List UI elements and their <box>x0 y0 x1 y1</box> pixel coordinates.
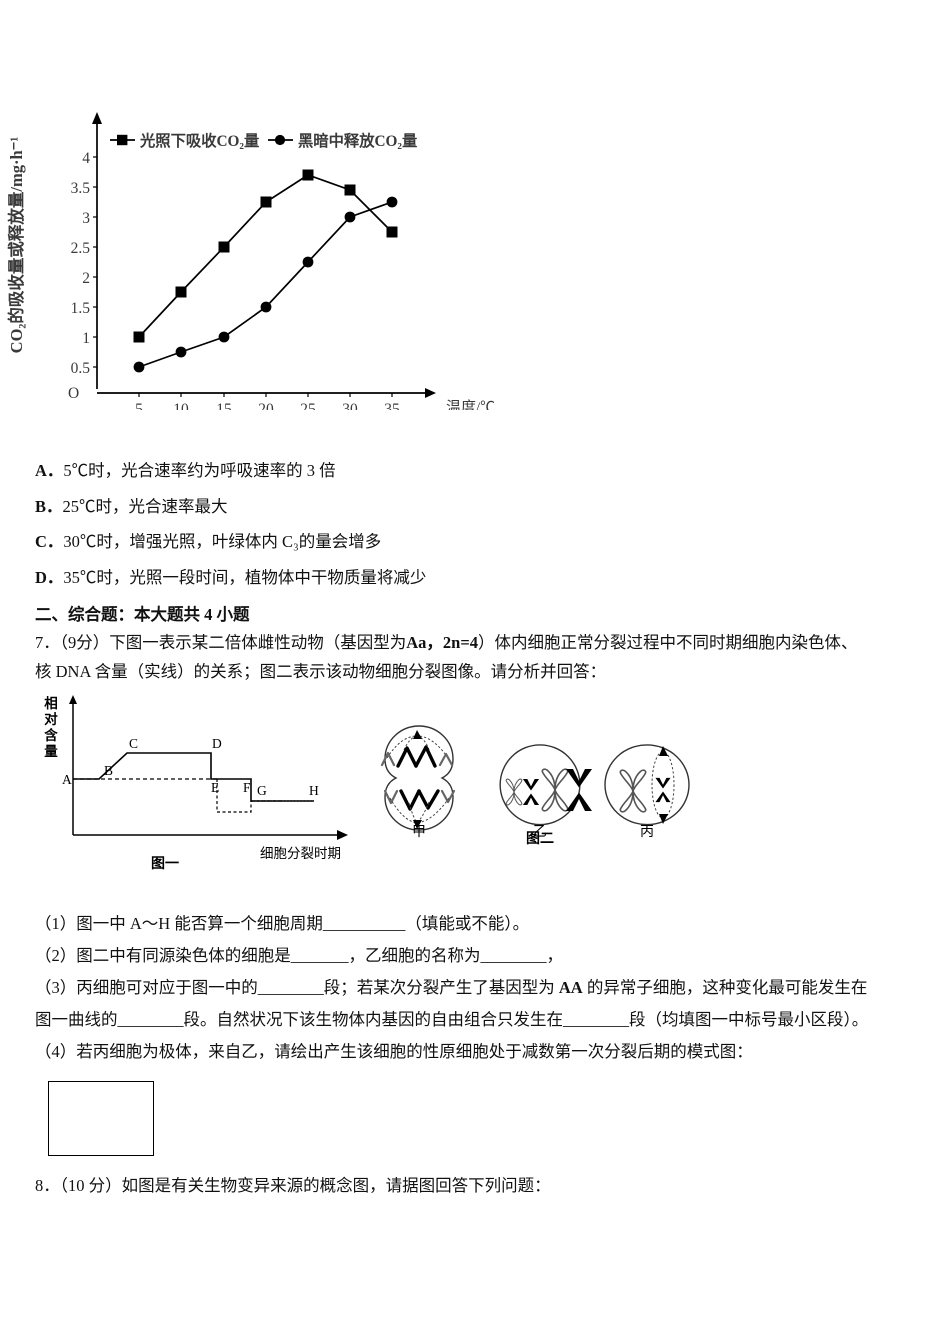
svg-text:H: H <box>309 783 319 798</box>
svg-text:2.5: 2.5 <box>71 240 91 257</box>
svg-text:温度/℃: 温度/℃ <box>446 399 495 410</box>
svg-text:G: G <box>257 783 267 798</box>
svg-text:0.5: 0.5 <box>71 360 91 377</box>
svg-text:图一: 图一 <box>151 856 179 870</box>
svg-text:A: A <box>62 772 72 787</box>
svg-text:20: 20 <box>258 401 274 410</box>
svg-text:3.5: 3.5 <box>71 180 91 197</box>
svg-text:30: 30 <box>342 401 358 410</box>
svg-text:10: 10 <box>173 401 189 410</box>
svg-text:量: 量 <box>44 744 58 759</box>
svg-text:黑暗中释放CO₂量: 黑暗中释放CO₂量 <box>298 132 417 150</box>
svg-text:图二: 图二 <box>526 831 554 847</box>
svg-text:2: 2 <box>82 270 90 287</box>
svg-text:1.5: 1.5 <box>71 300 91 317</box>
svg-text:相: 相 <box>44 695 58 711</box>
svg-text:对: 对 <box>44 711 58 727</box>
svg-text:15: 15 <box>216 401 232 410</box>
svg-text:光照下吸收CO₂量: 光照下吸收CO₂量 <box>139 132 259 150</box>
svg-text:25: 25 <box>300 401 316 410</box>
svg-text:甲: 甲 <box>412 825 426 840</box>
svg-text:D: D <box>212 736 222 751</box>
svg-text:B: B <box>104 763 113 778</box>
svg-text:1: 1 <box>82 330 90 347</box>
svg-text:丙: 丙 <box>640 825 654 840</box>
svg-text:O: O <box>68 385 79 402</box>
svg-text:5: 5 <box>135 401 143 410</box>
svg-text:4: 4 <box>82 150 90 167</box>
svg-text:CO₂的吸收量或释放量/mg·h⁻¹: CO₂的吸收量或释放量/mg·h⁻¹ <box>6 137 26 354</box>
svg-text:细胞分裂时期: 细胞分裂时期 <box>260 846 341 861</box>
svg-text:含: 含 <box>44 727 58 743</box>
svg-text:3: 3 <box>82 210 90 227</box>
svg-text:E: E <box>211 780 219 795</box>
svg-text:35: 35 <box>384 401 400 410</box>
svg-text:C: C <box>129 736 138 751</box>
svg-text:F: F <box>243 780 251 795</box>
